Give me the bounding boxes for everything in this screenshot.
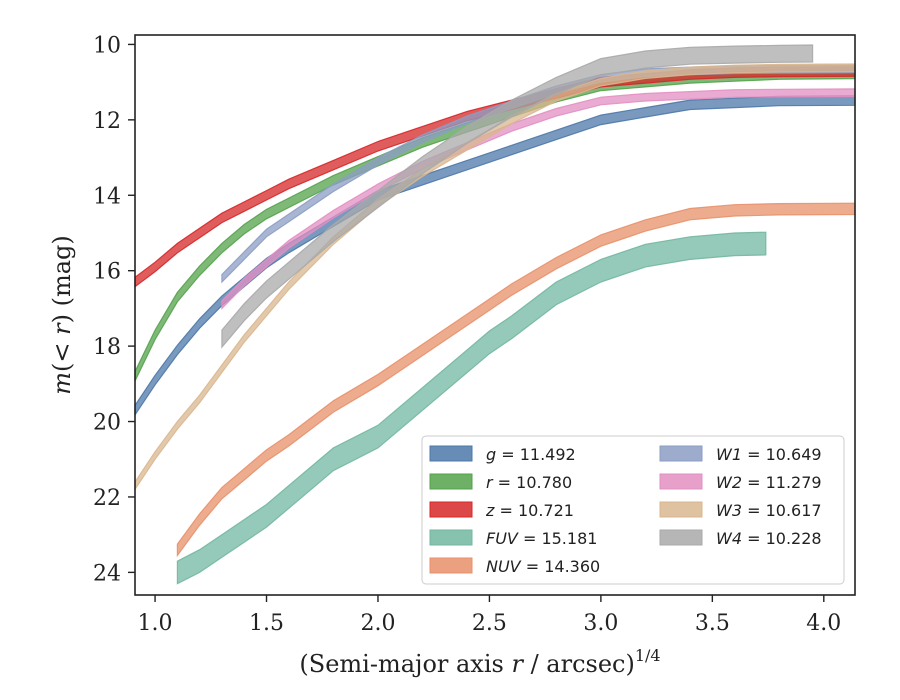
x-axis-title: (Semi-major axis r / arcsec)1/4	[299, 646, 660, 678]
y-tick-label: 10	[93, 33, 121, 58]
x-axis-title-part1: (Semi-major axis	[299, 650, 511, 678]
x-tick-label: 1.5	[249, 611, 284, 636]
series-band-w3	[134, 63, 856, 492]
legend-label-g: g = 11.492	[486, 445, 576, 464]
legend-label-w3: W3 = 10.617	[716, 501, 822, 520]
legend-label-w1: W1 = 10.649	[716, 445, 822, 464]
y-tick-label: 16	[93, 260, 121, 285]
y-axis-title-part2: (<	[48, 335, 76, 372]
legend-label-nuv: NUV = 14.360	[486, 557, 600, 576]
legend-swatch-nuv	[429, 557, 473, 574]
legend-swatch-w3	[659, 501, 703, 518]
x-tick-label: 3.5	[695, 611, 730, 636]
y-tick-label: 12	[93, 109, 121, 134]
y-tick-label: 20	[93, 411, 121, 436]
y-tick-label: 22	[93, 486, 121, 511]
x-tick-label: 2.5	[472, 611, 507, 636]
x-axis-title-exponent: 1/4	[635, 646, 661, 665]
legend-swatch-w1	[659, 445, 703, 462]
y-axis-title-var: r	[48, 322, 76, 335]
y-axis-title: m(< r) (mag)	[48, 235, 76, 395]
x-tick-label: 4.0	[806, 611, 841, 636]
legend-label-w2: W2 = 11.279	[716, 473, 822, 492]
legend-label-fuv: FUV = 15.181	[486, 529, 597, 548]
x-tick-label: 3.0	[583, 611, 618, 636]
y-axis: 10 12 14 16 18 20 22 24	[93, 33, 135, 586]
series-band-w4	[221, 44, 814, 349]
x-axis-title-part2: / arcsec)	[523, 650, 635, 678]
legend-swatch-z	[429, 501, 473, 518]
legend-box	[421, 435, 845, 585]
legend-label-w4: W4 = 10.228	[716, 529, 822, 548]
legend-swatch-w2	[659, 473, 703, 490]
legend-swatch-w4	[659, 529, 703, 546]
y-tick-label: 24	[93, 561, 121, 586]
x-axis: 1.0 1.5 2.0 2.5 3.0 3.5 4.0	[138, 595, 841, 636]
y-tick-label: 14	[93, 184, 121, 209]
legend-swatch-fuv	[429, 529, 473, 546]
series-band-fuv	[176, 231, 767, 585]
y-axis-title-m: m	[48, 372, 76, 395]
plot-frame	[134, 34, 856, 596]
legend-label-z: z = 10.721	[485, 501, 574, 520]
legend: g = 11.492 r = 10.780 z = 10.721 FUV = 15.1…	[421, 435, 845, 585]
x-tick-label: 2.0	[360, 611, 395, 636]
legend-swatch-r	[429, 473, 473, 490]
x-tick-label: 1.0	[138, 611, 173, 636]
legend-swatch-g	[429, 445, 473, 462]
x-axis-title-var: r	[511, 650, 524, 678]
legend-label-r: r = 10.780	[486, 473, 572, 492]
y-tick-label: 18	[93, 335, 121, 360]
y-axis-title-part3: ) (mag)	[48, 235, 76, 323]
